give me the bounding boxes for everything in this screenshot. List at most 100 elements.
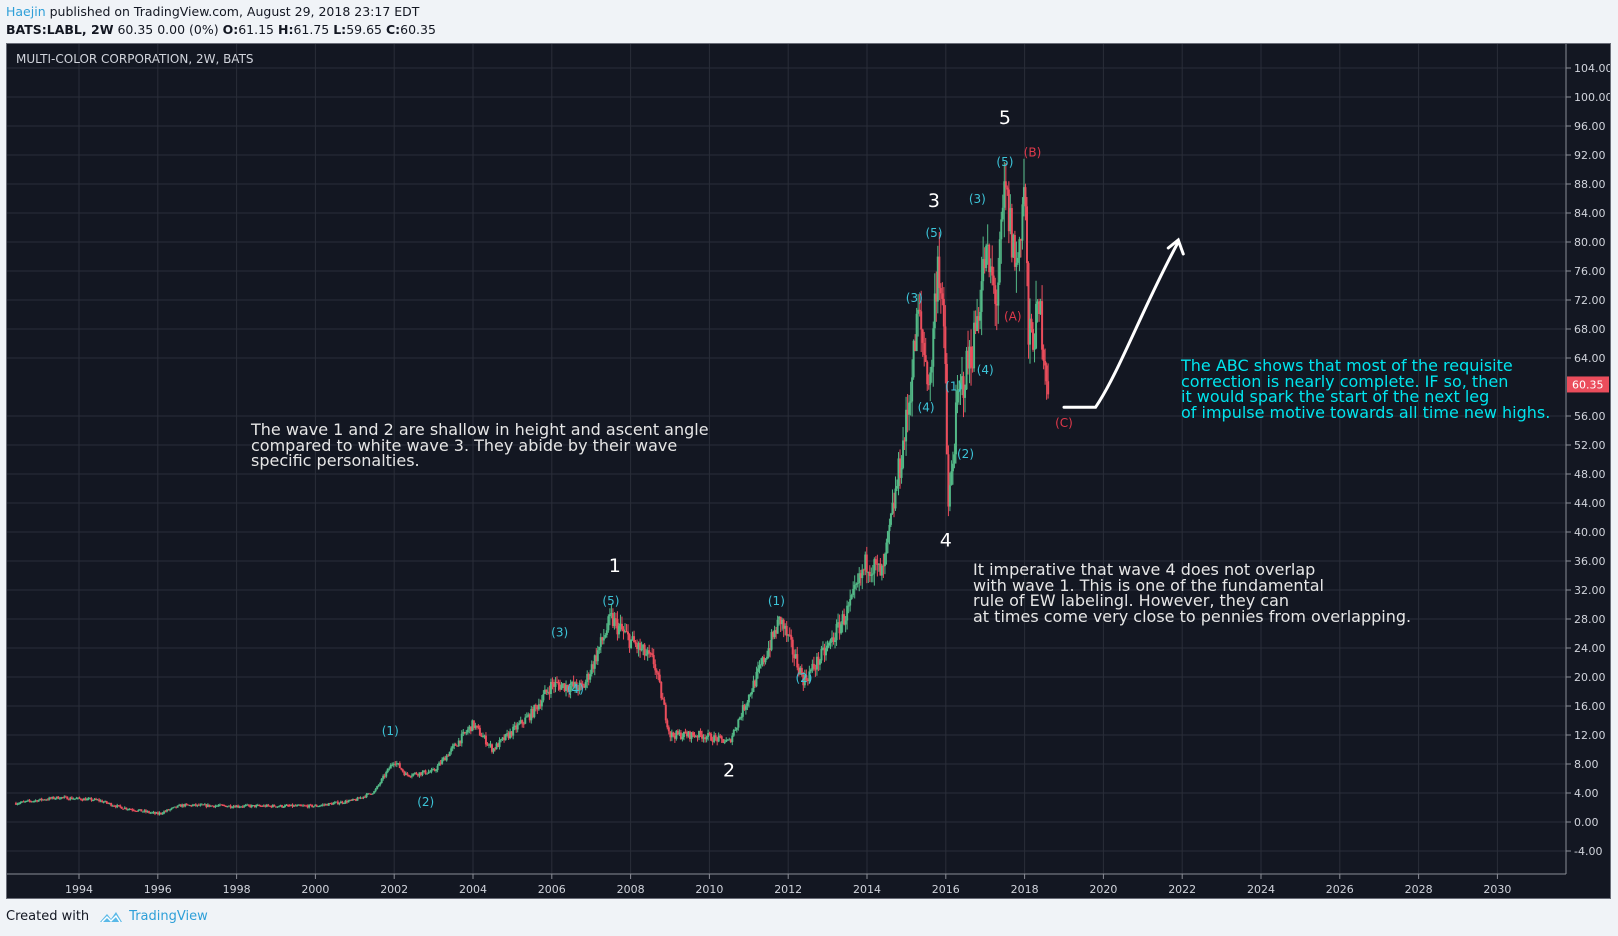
candle-body — [193, 804, 196, 806]
candle-body — [542, 694, 545, 701]
candle-body — [1025, 206, 1028, 264]
x-tick-label: 2020 — [1089, 883, 1117, 896]
candle-body — [79, 798, 82, 800]
candle-body — [450, 748, 453, 752]
candle-body — [469, 726, 472, 732]
candle-body — [655, 670, 658, 673]
note-abc-correction: The ABC shows that most of the requisite… — [1181, 356, 1551, 422]
candle-body — [790, 635, 793, 640]
candle-body — [690, 732, 693, 740]
candle-body — [818, 660, 821, 665]
y-tick-label: 56.00 — [1574, 410, 1606, 423]
candle-body — [828, 642, 831, 646]
candle-body — [964, 389, 967, 398]
chart-panel[interactable]: 1 2 3 4 5 (1) (2) (3) (4) (5) (1) (2) (3) (4) (5) (1) (2… — [6, 43, 1611, 899]
candle-body — [327, 803, 330, 806]
candle-body — [995, 303, 998, 306]
candle-body — [205, 804, 208, 807]
candle-body — [812, 663, 815, 669]
candle-body — [663, 699, 666, 705]
candle-body — [933, 293, 936, 329]
candle-body — [274, 806, 277, 808]
candle-body — [546, 691, 549, 693]
candle-body — [756, 668, 759, 672]
candle-body — [167, 809, 170, 811]
candle-body — [218, 804, 221, 806]
candle-body — [758, 665, 761, 669]
candle-body — [379, 782, 382, 785]
wave-label-abc: (C) — [1055, 416, 1073, 430]
candle-body — [286, 804, 289, 806]
candle-body — [883, 554, 886, 567]
candle-body — [448, 751, 451, 757]
candle-body — [755, 671, 758, 687]
candle-body — [78, 797, 81, 799]
candle-body — [539, 704, 542, 707]
candle-body — [841, 614, 844, 625]
candle-body — [184, 804, 187, 807]
candle-body — [463, 732, 466, 734]
candle-body — [241, 806, 244, 808]
quote-change: 60.35 0.00 (0%) — [113, 22, 223, 37]
candle-body — [584, 682, 587, 688]
candle-body — [37, 800, 40, 802]
arrow-head-icon — [1166, 237, 1185, 256]
candle-body — [509, 731, 512, 739]
candle-body — [163, 811, 166, 814]
candle-body — [704, 737, 707, 740]
candle-body — [589, 674, 592, 680]
candle-body — [489, 744, 492, 746]
candle-body — [480, 735, 483, 737]
candle-body — [587, 674, 590, 680]
candle-body — [1032, 329, 1035, 350]
candle-body — [67, 799, 70, 801]
candle-body — [708, 733, 711, 735]
candle-body — [324, 804, 327, 806]
candle-body — [1015, 262, 1018, 267]
candle-body — [259, 805, 262, 807]
candle-body — [725, 739, 728, 742]
candle-body — [575, 682, 578, 689]
last-price-label: 60.35 — [1572, 378, 1604, 391]
author-link[interactable]: Haejin — [6, 4, 46, 19]
candle-body — [679, 732, 682, 739]
candle-body — [738, 717, 741, 720]
candle-body — [914, 340, 917, 352]
candle-body — [728, 739, 731, 741]
candle-body — [880, 565, 883, 576]
candle-body — [290, 804, 293, 806]
candle-body — [646, 650, 649, 655]
candle-body — [459, 740, 462, 744]
candle-body — [386, 768, 389, 773]
candle-body — [282, 806, 285, 808]
candle-body — [625, 631, 628, 633]
candle-body — [590, 664, 593, 675]
candle-body — [896, 486, 899, 489]
candle-body — [743, 705, 746, 710]
y-tick-label: 52.00 — [1574, 439, 1606, 452]
y-tick-label: 8.00 — [1574, 758, 1599, 771]
candle-body — [92, 800, 95, 802]
candle-body — [855, 583, 858, 585]
candle-body — [72, 798, 75, 800]
wave-label-primary: 2 — [723, 759, 735, 781]
x-tick-label: 2014 — [853, 883, 881, 896]
candle-body — [637, 642, 640, 649]
candle-body — [478, 727, 481, 736]
candle-body — [906, 409, 909, 415]
candle-body — [551, 681, 554, 684]
candle-body — [323, 804, 326, 806]
price-chart[interactable]: 1 2 3 4 5 (1) (2) (3) (4) (5) (1) (2) (3) (4) (5) (1) (2… — [7, 44, 1610, 898]
candle-body — [146, 811, 149, 813]
tradingview-link[interactable]: TradingView — [129, 909, 208, 924]
x-tick-label: 2004 — [459, 883, 487, 896]
note-wave-1-2: The wave 1 and 2 are shallow in height a… — [251, 420, 709, 470]
candle-body — [426, 773, 429, 775]
candle-body — [619, 623, 622, 626]
candle-body — [249, 805, 252, 808]
candle-body — [1009, 208, 1012, 232]
candle-body — [959, 380, 962, 390]
candle-body — [983, 259, 986, 269]
wave-label-minor: (3) — [969, 192, 986, 206]
candle-body — [865, 554, 868, 573]
